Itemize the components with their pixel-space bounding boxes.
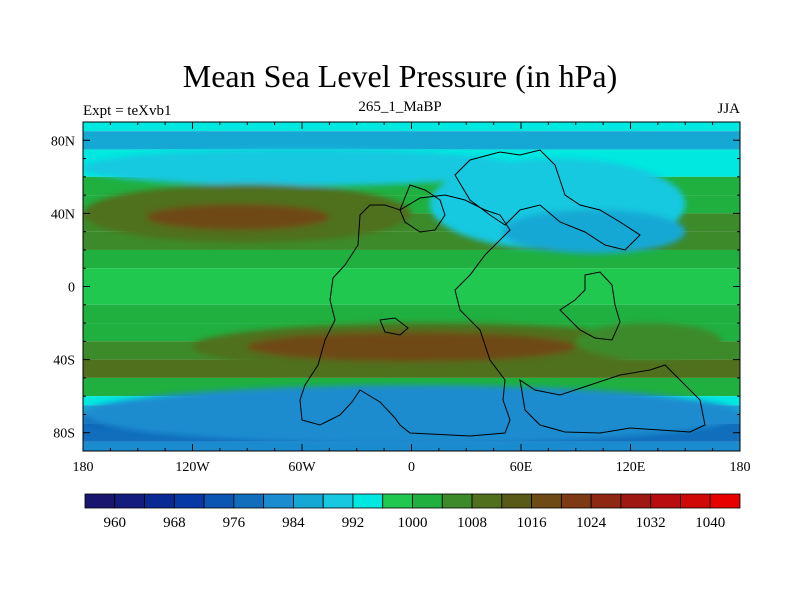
colorbar-swatch bbox=[114, 493, 145, 509]
colorbar-label: 1024 bbox=[576, 515, 607, 531]
high-pressure-region bbox=[575, 323, 722, 360]
colorbar-label: 960 bbox=[104, 515, 127, 531]
colorbar-swatch bbox=[590, 493, 622, 509]
colorbar-label: 1040 bbox=[695, 515, 725, 531]
colorbar-swatch bbox=[560, 493, 592, 509]
pressure-band bbox=[83, 131, 740, 150]
x-tick-label: 120W bbox=[175, 460, 210, 475]
colorbar-swatch bbox=[293, 493, 324, 509]
colorbar-swatch bbox=[173, 493, 205, 509]
colorbar-label: 992 bbox=[342, 515, 365, 531]
pressure-band bbox=[83, 249, 740, 269]
coastline-asia bbox=[454, 149, 641, 251]
colorbar-swatch bbox=[352, 493, 384, 509]
x-axis: 180 120W 60W 0 60E 120E 180 bbox=[73, 122, 751, 475]
y-tick-label: 0 bbox=[68, 281, 75, 296]
colorbar-swatch bbox=[412, 493, 443, 509]
colorbar-swatch bbox=[322, 493, 354, 509]
low-pressure-region bbox=[83, 149, 521, 186]
pressure-field-regions bbox=[83, 149, 740, 444]
colorbar-label: 1008 bbox=[457, 515, 487, 531]
y-tick-label: 40S bbox=[53, 354, 75, 369]
y-tick-label: 40N bbox=[51, 207, 75, 222]
colorbar-label: 1000 bbox=[398, 515, 428, 531]
high-pressure-region bbox=[247, 332, 576, 362]
x-tick-label: 60W bbox=[288, 460, 316, 475]
low-pressure-region bbox=[502, 209, 686, 254]
x-tick-label: 120E bbox=[616, 460, 646, 475]
x-tick-label: 180 bbox=[73, 460, 94, 475]
pressure-band bbox=[83, 268, 740, 287]
colorbar-swatch bbox=[382, 493, 413, 509]
high-pressure-region bbox=[146, 204, 330, 230]
colorbar-swatch bbox=[84, 493, 116, 509]
colorbar-label: 968 bbox=[163, 515, 186, 531]
chart-title: Mean Sea Level Pressure (in hPa) bbox=[182, 58, 618, 94]
x-tick-label: 0 bbox=[408, 460, 415, 475]
coastline-africa-europe bbox=[299, 194, 511, 437]
pressure-band bbox=[83, 286, 740, 305]
y-tick-label: 80S bbox=[53, 427, 75, 442]
coastline-greenland bbox=[399, 184, 446, 233]
colorbar: 960 968 976 984 992 1000 1008 1016 1024 1032 1040 bbox=[84, 493, 741, 531]
coastline-australia bbox=[519, 364, 706, 434]
colorbar-label: 1032 bbox=[636, 515, 666, 531]
x-tick-label: 60E bbox=[510, 460, 533, 475]
low-pressure-region bbox=[83, 385, 740, 444]
colorbar-swatch bbox=[144, 493, 175, 509]
colorbar-swatch bbox=[263, 493, 294, 509]
colorbar-label: 984 bbox=[282, 515, 305, 531]
colorbar-swatch bbox=[531, 493, 562, 509]
colorbar-swatch bbox=[203, 493, 235, 509]
pressure-band bbox=[83, 304, 740, 324]
y-tick-label: 80N bbox=[51, 134, 75, 149]
colorbar-swatch bbox=[620, 493, 652, 509]
colorbar-swatch bbox=[650, 493, 681, 509]
period-label: 265_1_MaBP bbox=[358, 99, 442, 115]
coastline-outlines bbox=[299, 149, 706, 437]
coastline-india-arabia bbox=[559, 271, 621, 341]
coastline-southern-islands bbox=[379, 317, 409, 336]
x-tick-label: 180 bbox=[730, 460, 751, 475]
colorbar-swatch bbox=[471, 493, 503, 509]
colorbar-swatch bbox=[233, 493, 265, 509]
season-label: JJA bbox=[717, 101, 740, 117]
colorbar-swatch bbox=[501, 493, 532, 509]
y-axis: 80N 40N 0 40S 80S bbox=[51, 134, 740, 442]
colorbar-swatch bbox=[441, 493, 473, 509]
colorbar-swatch bbox=[680, 493, 711, 509]
colorbar-swatch bbox=[709, 493, 741, 509]
colorbar-label: 976 bbox=[223, 515, 246, 531]
experiment-label: Expt = teXvb1 bbox=[83, 103, 172, 119]
colorbar-label: 1016 bbox=[517, 515, 548, 531]
